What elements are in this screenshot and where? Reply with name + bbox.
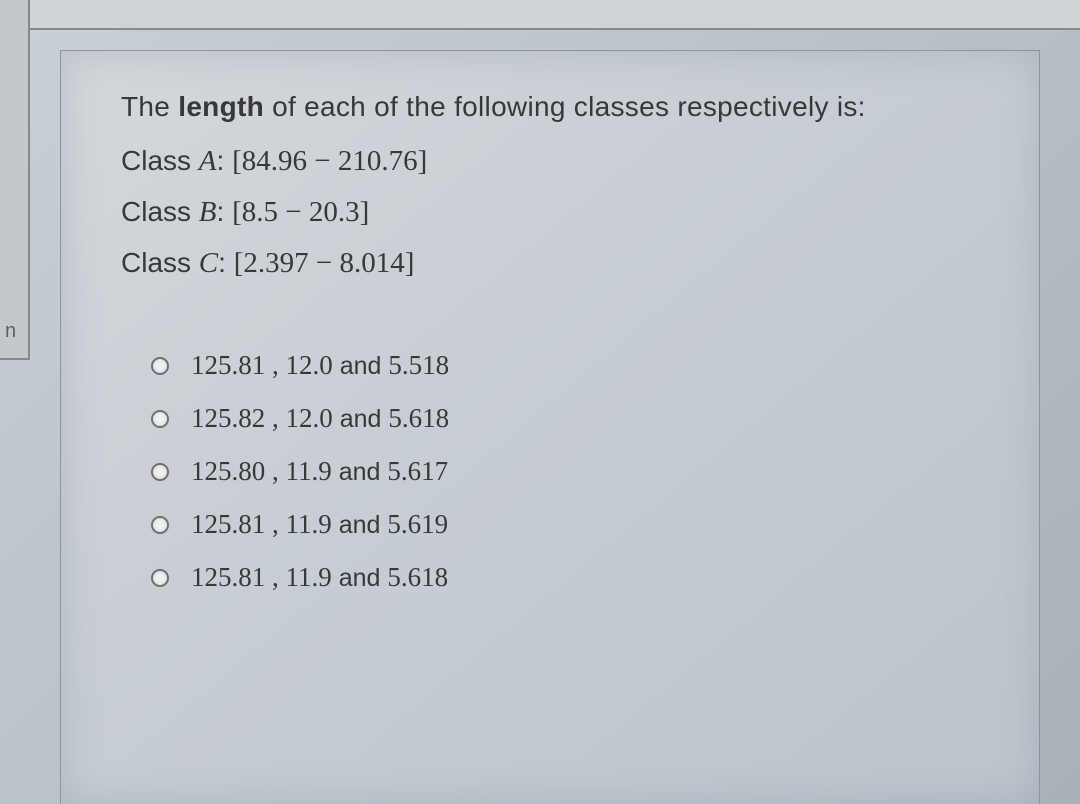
option-5-nums-a: 125.81 , 11.9 — [191, 562, 332, 592]
class-c-sep: : — [218, 247, 234, 278]
prompt-post: of each of the following classes respect… — [264, 91, 866, 122]
class-b-sep: : — [217, 196, 233, 227]
class-b-line: Class B: [8.5 − 20.3] — [121, 196, 989, 229]
option-row-5[interactable]: 125.81 , 11.9 and 5.618 — [151, 562, 989, 593]
class-b-letter: B — [199, 196, 217, 228]
question-prompt: The length of each of the following clas… — [121, 91, 989, 123]
option-row-2[interactable]: 125.82 , 12.0 and 5.618 — [151, 403, 989, 434]
question-panel: The length of each of the following clas… — [60, 50, 1040, 804]
option-text-1: 125.81 , 12.0 and 5.518 — [191, 350, 449, 381]
option-text-2: 125.82 , 12.0 and 5.618 — [191, 403, 449, 434]
option-row-3[interactable]: 125.80 , 11.9 and 5.617 — [151, 456, 989, 487]
left-side-tab: n — [0, 0, 30, 360]
top-frame-bar — [0, 0, 1080, 30]
option-2-nums-a: 125.82 , 12.0 — [191, 403, 333, 433]
class-b-label: Class — [121, 196, 199, 227]
prompt-bold: length — [178, 91, 264, 122]
option-text-3: 125.80 , 11.9 and 5.617 — [191, 456, 448, 487]
option-4-and: and — [332, 511, 388, 539]
class-c-label: Class — [121, 247, 199, 278]
class-a-line: Class A: [84.96 − 210.76] — [121, 145, 989, 178]
class-c-line: Class C: [2.397 − 8.014] — [121, 247, 989, 280]
radio-button-5[interactable] — [151, 569, 169, 587]
option-2-nums-b: 5.618 — [388, 403, 449, 433]
class-c-letter: C — [199, 247, 218, 279]
class-a-label: Class — [121, 145, 199, 176]
radio-button-1[interactable] — [151, 357, 169, 375]
option-1-nums-a: 125.81 , 12.0 — [191, 350, 333, 380]
radio-button-2[interactable] — [151, 410, 169, 428]
option-3-and: and — [332, 458, 388, 486]
option-2-and: and — [333, 405, 389, 433]
radio-button-4[interactable] — [151, 516, 169, 534]
class-b-range: [8.5 − 20.3] — [232, 196, 369, 228]
option-5-and: and — [332, 564, 388, 592]
option-3-nums-a: 125.80 , 11.9 — [191, 456, 332, 486]
option-3-nums-b: 5.617 — [387, 456, 448, 486]
option-text-5: 125.81 , 11.9 and 5.618 — [191, 562, 448, 593]
option-4-nums-b: 5.619 — [387, 509, 448, 539]
option-row-1[interactable]: 125.81 , 12.0 and 5.518 — [151, 350, 989, 381]
class-a-range: [84.96 − 210.76] — [232, 145, 427, 177]
option-text-4: 125.81 , 11.9 and 5.619 — [191, 509, 448, 540]
option-4-nums-a: 125.81 , 11.9 — [191, 509, 332, 539]
prompt-pre: The — [121, 91, 178, 122]
left-tab-label: n — [5, 320, 16, 343]
option-1-nums-b: 5.518 — [388, 350, 449, 380]
option-5-nums-b: 5.618 — [387, 562, 448, 592]
radio-button-3[interactable] — [151, 463, 169, 481]
options-container: 125.81 , 12.0 and 5.518 125.82 , 12.0 an… — [121, 350, 989, 593]
option-row-4[interactable]: 125.81 , 11.9 and 5.619 — [151, 509, 989, 540]
class-c-range: [2.397 − 8.014] — [234, 247, 415, 279]
option-1-and: and — [333, 352, 389, 380]
class-a-sep: : — [217, 145, 233, 176]
class-a-letter: A — [199, 145, 217, 177]
